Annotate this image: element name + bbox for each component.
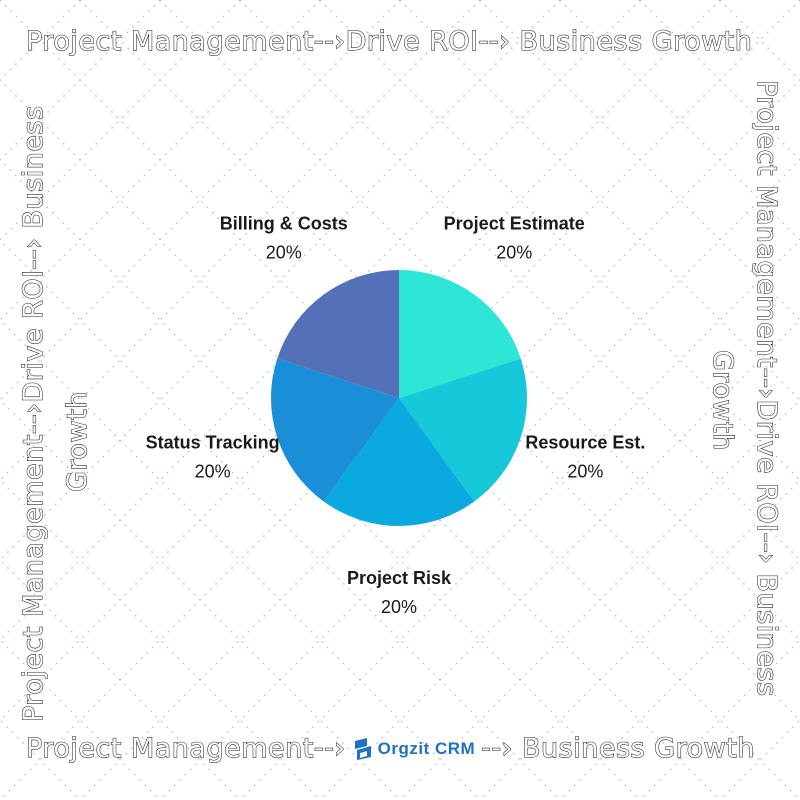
- bottom-banner: Project Management--› Orgzit CRM --› Bus…: [25, 732, 755, 764]
- slice-label: Project Estimate: [444, 213, 585, 233]
- pie-slice-billing-costs: [277, 270, 399, 398]
- grid-line: [639, 0, 800, 161]
- grid-line: [0, 0, 561, 561]
- grid-line: [0, 0, 401, 401]
- slice-percent-label: 20%: [496, 242, 532, 262]
- orgzit-logo-text: Orgzit CRM: [377, 738, 476, 758]
- grid-line: [0, 0, 321, 321]
- grid-line: [0, 0, 721, 721]
- slice-percent-label: 20%: [381, 597, 417, 617]
- grid-line: [0, 0, 161, 161]
- pie-slice-project-estimate: [399, 270, 521, 398]
- grid-line: [479, 0, 800, 321]
- top-banner-text: Project Management--›Drive ROI--› Busine…: [25, 25, 753, 57]
- grid-line: [79, 79, 800, 800]
- grid-line: [559, 0, 800, 241]
- pie-slice-project-risk: [323, 398, 475, 526]
- slice-label: Status Tracking: [146, 433, 280, 453]
- grid-line: [0, 0, 641, 641]
- orgzit-logo-icon: [354, 737, 371, 760]
- slice-percent-label: 20%: [266, 242, 302, 262]
- grid-line: [0, 0, 241, 241]
- bottom-banner-prefix: Project Management--›: [25, 732, 346, 764]
- slice-label: Billing & Costs: [220, 213, 348, 233]
- grid-line: [239, 0, 800, 561]
- grid-line: [399, 0, 800, 401]
- slice-label: Resource Est.: [525, 433, 645, 453]
- orgzit-logo: Orgzit CRM: [352, 737, 476, 761]
- grid-line: [0, 0, 481, 481]
- bottom-banner-suffix: --› Business Growth: [481, 732, 755, 764]
- slice-label: Project Risk: [347, 568, 452, 588]
- pie-slice-resource-est: [399, 358, 527, 502]
- pie-slice-status-tracking: [271, 358, 399, 502]
- grid-line: [79, 0, 800, 721]
- grid-line: [159, 0, 800, 641]
- grid-line: [319, 0, 800, 481]
- grid-line: [0, 79, 721, 800]
- slice-percent-label: 20%: [567, 462, 603, 482]
- slice-percent-label: 20%: [195, 462, 231, 482]
